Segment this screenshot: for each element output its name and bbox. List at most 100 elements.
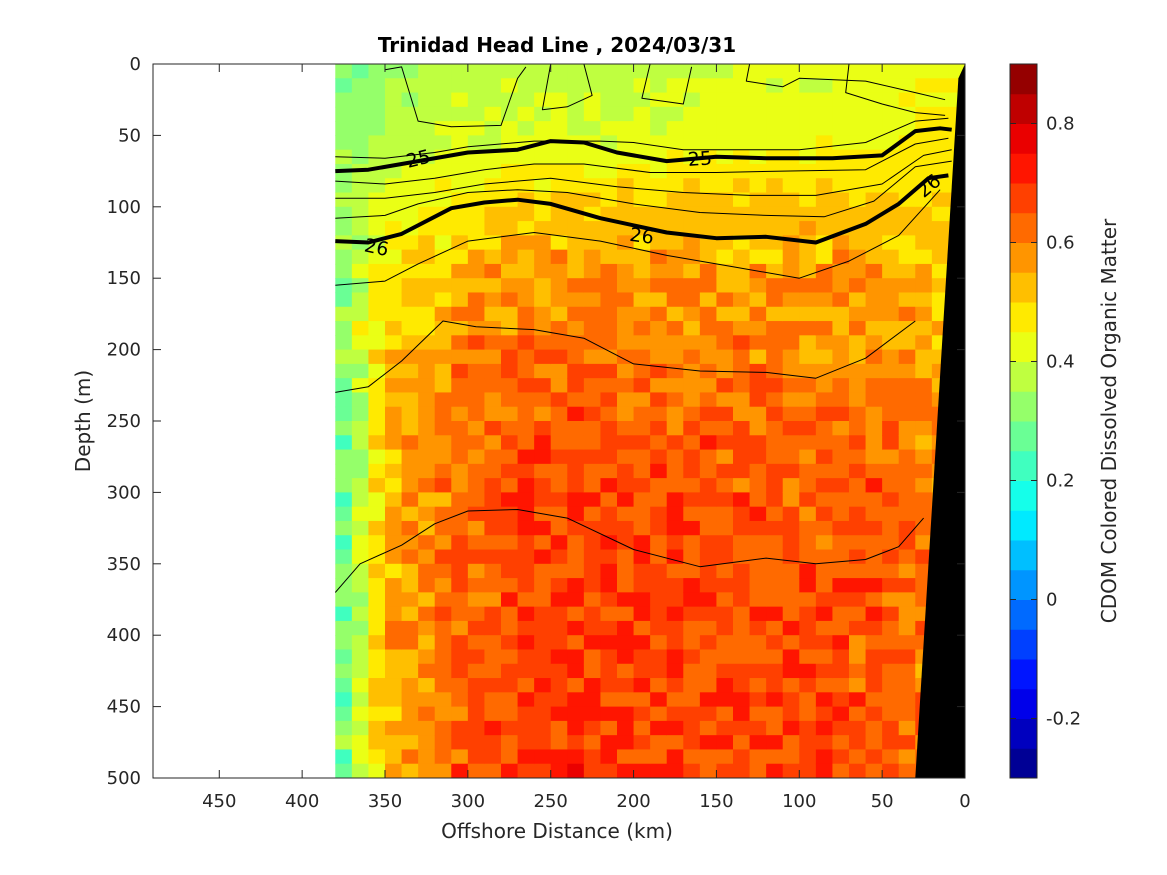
cdom-cell [766,392,784,408]
cdom-cell [517,578,535,593]
cdom-cell [683,620,701,636]
cdom-cell [766,349,784,365]
cdom-cell [418,492,436,508]
cdom-cell [351,520,370,536]
cdom-cell [401,449,419,465]
cdom-cell [368,706,386,722]
cdom-cell [898,406,916,422]
cdom-cell [534,706,552,722]
cdom-cell [832,278,850,294]
isopycnal-line [335,137,949,185]
cdom-cell [501,306,519,322]
cdom-cell [484,406,502,422]
cdom-cell [401,292,419,308]
cdom-cell [335,106,353,122]
cdom-cell [849,363,867,379]
cdom-cell [633,635,651,651]
cdom-cell [865,449,883,465]
cdom-cell [451,378,469,394]
cdom-cell [749,506,767,522]
cdom-cell [733,449,751,465]
cdom-cell [385,263,403,279]
cdom-cell [401,249,419,265]
cdom-cell [849,563,867,579]
cdom-cell [385,635,403,651]
cdom-cell [451,363,469,379]
cdom-cell [683,578,701,593]
cdom-cell [766,549,784,565]
cdom-cell [633,435,651,451]
cdom-cell [799,349,817,365]
cdom-cell [683,78,701,94]
cdom-cell [699,492,718,508]
cdom-cell [617,121,635,136]
cdom-cell [434,535,452,551]
cdom-cell [550,421,568,436]
cdom-cell [600,506,618,522]
cdom-cell [617,478,635,493]
cdom-cell [600,349,618,365]
cdom-cell [451,349,469,365]
cdom-cell [567,349,585,365]
cdom-cell [617,106,635,122]
cdom-cell [451,221,469,236]
cdom-cell [501,149,519,165]
isopycnal-line [335,149,952,199]
cdom-cell [434,620,452,636]
cdom-cell [666,535,684,551]
cdom-cell [335,363,353,379]
cdom-cell [385,520,403,536]
cdom-cell [766,763,784,778]
cdom-cell [815,506,834,522]
cdom-cell [434,106,452,122]
cdom-cell [567,720,585,736]
cdom-cell [733,592,751,608]
cdom-cell [683,292,701,308]
cdom-cell [815,720,834,736]
cdom-cell [865,578,883,593]
cdom-cell [401,321,419,336]
cdom-cell [882,121,900,136]
cdom-cell [849,306,867,322]
cdom-cell [484,421,502,436]
cdom-cell [733,249,751,265]
cdom-cell [633,520,651,536]
cdom-cell [898,706,916,722]
cdom-cell [882,463,900,479]
cdom-cell [434,592,452,608]
cdom-cell [666,406,684,422]
cdom-cell [401,506,419,522]
cdom-cell [567,192,585,208]
cdom-cell [915,292,933,308]
cdom-cell [550,278,568,294]
cdom-cell [650,263,668,279]
cdom-cell [484,506,502,522]
cdom-cell [865,620,883,636]
cdom-cell [882,406,900,422]
cdom-cell [534,363,552,379]
cdom-cell [832,206,850,222]
cdom-cell [484,578,502,593]
cdom-cell [716,763,734,778]
cdom-cell [434,749,452,765]
cdom-cell [534,435,552,451]
cdom-cell [550,478,568,493]
cdom-cell [385,121,403,136]
cdom-cell [534,692,552,708]
cdom-cell [849,392,867,408]
cdom-cell [351,78,370,94]
cdom-cell [434,606,452,622]
cdom-cell [716,106,734,122]
cdom-cell [534,492,552,508]
cdom-cell [716,492,734,508]
cdom-cell [849,335,867,351]
cdom-cell [550,749,568,765]
cdom-cell [699,563,718,579]
cdom-cell [749,306,767,322]
cdom-cell [368,549,386,565]
cdom-cell [501,421,519,436]
cdom-cell [882,321,900,336]
cdom-cell [583,649,602,665]
cdom-cell [782,263,800,279]
cdom-cell [517,106,535,122]
